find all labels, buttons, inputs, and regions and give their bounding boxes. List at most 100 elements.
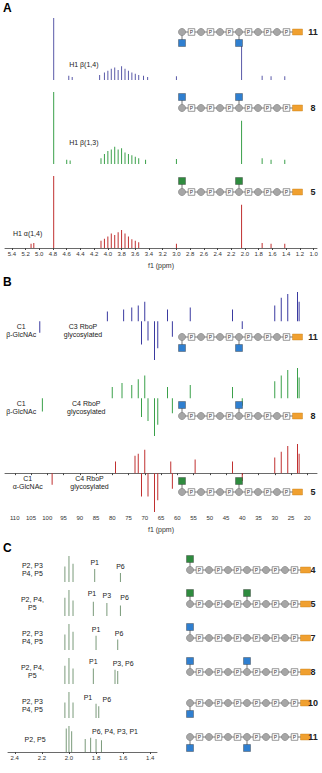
svg-text:P: P — [266, 29, 270, 35]
svg-text:P: P — [209, 489, 213, 495]
svg-text:5: 5 — [310, 487, 315, 497]
svg-text:P: P — [190, 334, 194, 340]
svg-text:5: 5 — [310, 599, 315, 609]
svg-text:2.0: 2.0 — [241, 251, 250, 257]
svg-text:1.0: 1.0 — [309, 251, 318, 257]
svg-text:P: P — [293, 734, 297, 740]
svg-text:P: P — [293, 700, 297, 706]
svg-text:P: P — [285, 334, 289, 340]
svg-text:P: P — [285, 29, 289, 35]
svg-text:95: 95 — [60, 515, 67, 521]
svg-text:P: P — [228, 29, 232, 35]
svg-text:10: 10 — [308, 698, 318, 708]
svg-text:P: P — [217, 734, 221, 740]
svg-text:β-GlcNAc: β-GlcNAc — [6, 408, 37, 416]
svg-text:P: P — [247, 105, 251, 111]
svg-text:4.2: 4.2 — [90, 251, 99, 257]
svg-text:2.6: 2.6 — [200, 251, 209, 257]
svg-text:P: P — [285, 189, 289, 195]
svg-text:P: P — [236, 734, 240, 740]
svg-text:5.4: 5.4 — [8, 251, 17, 257]
svg-text:P: P — [198, 601, 202, 607]
svg-text:35: 35 — [255, 515, 262, 521]
svg-text:P: P — [247, 189, 251, 195]
svg-text:P: P — [217, 669, 221, 675]
svg-text:2.4: 2.4 — [213, 251, 222, 257]
svg-text:P6: P6 — [116, 563, 125, 570]
svg-text:P: P — [209, 334, 213, 340]
svg-text:1.4: 1.4 — [146, 755, 155, 761]
svg-text:P2, P4,: P2, P4, — [21, 664, 44, 671]
svg-text:P4, P5: P4, P5 — [22, 570, 43, 577]
svg-text:P6: P6 — [115, 630, 124, 637]
svg-text:P: P — [247, 413, 251, 419]
svg-text:P: P — [190, 105, 194, 111]
svg-text:40: 40 — [239, 515, 246, 521]
svg-text:4.6: 4.6 — [63, 251, 72, 257]
svg-text:55: 55 — [190, 515, 197, 521]
svg-text:P: P — [274, 635, 278, 641]
svg-text:100: 100 — [42, 515, 53, 521]
svg-text:P2, P3: P2, P3 — [22, 630, 43, 637]
svg-text:7: 7 — [310, 633, 315, 643]
svg-text:80: 80 — [109, 515, 116, 521]
svg-text:1.4: 1.4 — [282, 251, 291, 257]
svg-text:P: P — [274, 601, 278, 607]
svg-text:P: P — [274, 734, 278, 740]
svg-text:2.0: 2.0 — [65, 755, 74, 761]
svg-text:1.8: 1.8 — [92, 755, 101, 761]
svg-text:5: 5 — [310, 187, 315, 197]
svg-text:P4, P5: P4, P5 — [22, 706, 43, 713]
svg-text:P1: P1 — [88, 590, 97, 597]
svg-text:B: B — [3, 275, 12, 289]
svg-text:P6: P6 — [120, 594, 129, 601]
svg-text:P5: P5 — [28, 672, 37, 679]
svg-text:P: P — [209, 29, 213, 35]
svg-text:P: P — [266, 413, 270, 419]
svg-text:P: P — [198, 635, 202, 641]
svg-text:glycosylated: glycosylated — [67, 408, 106, 416]
svg-text:P: P — [266, 489, 270, 495]
svg-text:4.0: 4.0 — [104, 251, 113, 257]
svg-text:P: P — [255, 635, 259, 641]
svg-text:P: P — [198, 734, 202, 740]
svg-text:P2, P5: P2, P5 — [25, 736, 46, 743]
svg-text:3.0: 3.0 — [172, 251, 181, 257]
svg-text:P: P — [217, 635, 221, 641]
svg-text:P: P — [228, 489, 232, 495]
svg-text:105: 105 — [26, 515, 37, 521]
svg-text:P: P — [274, 700, 278, 706]
svg-text:P: P — [190, 413, 194, 419]
svg-text:P: P — [190, 29, 194, 35]
svg-text:P: P — [236, 635, 240, 641]
svg-text:P6, P4, P3, P1: P6, P4, P3, P1 — [92, 728, 138, 735]
svg-text:3.4: 3.4 — [145, 251, 154, 257]
svg-text:P: P — [209, 413, 213, 419]
svg-text:P: P — [274, 567, 278, 573]
svg-text:P: P — [228, 105, 232, 111]
svg-text:C1: C1 — [23, 475, 32, 482]
svg-text:4.4: 4.4 — [76, 251, 85, 257]
svg-text:P1: P1 — [92, 626, 101, 633]
svg-text:25: 25 — [288, 515, 295, 521]
svg-text:P1: P1 — [89, 658, 98, 665]
svg-text:P: P — [228, 189, 232, 195]
svg-text:P: P — [285, 105, 289, 111]
svg-text:glycosylated: glycosylated — [70, 483, 109, 491]
svg-text:11: 11 — [308, 332, 318, 342]
svg-text:P: P — [236, 669, 240, 675]
svg-text:1.6: 1.6 — [268, 251, 277, 257]
svg-text:C4 RboP: C4 RboP — [75, 475, 104, 482]
svg-text:5.0: 5.0 — [35, 251, 44, 257]
svg-text:P: P — [285, 413, 289, 419]
svg-text:P: P — [190, 489, 194, 495]
svg-text:P4, P5: P4, P5 — [22, 638, 43, 645]
svg-text:P: P — [274, 669, 278, 675]
svg-text:2.2: 2.2 — [227, 251, 236, 257]
svg-text:P: P — [293, 669, 297, 675]
svg-text:P: P — [247, 489, 251, 495]
svg-text:P: P — [217, 601, 221, 607]
svg-text:P3: P3 — [103, 592, 112, 599]
svg-text:60: 60 — [174, 515, 181, 521]
svg-text:2.2: 2.2 — [38, 755, 47, 761]
